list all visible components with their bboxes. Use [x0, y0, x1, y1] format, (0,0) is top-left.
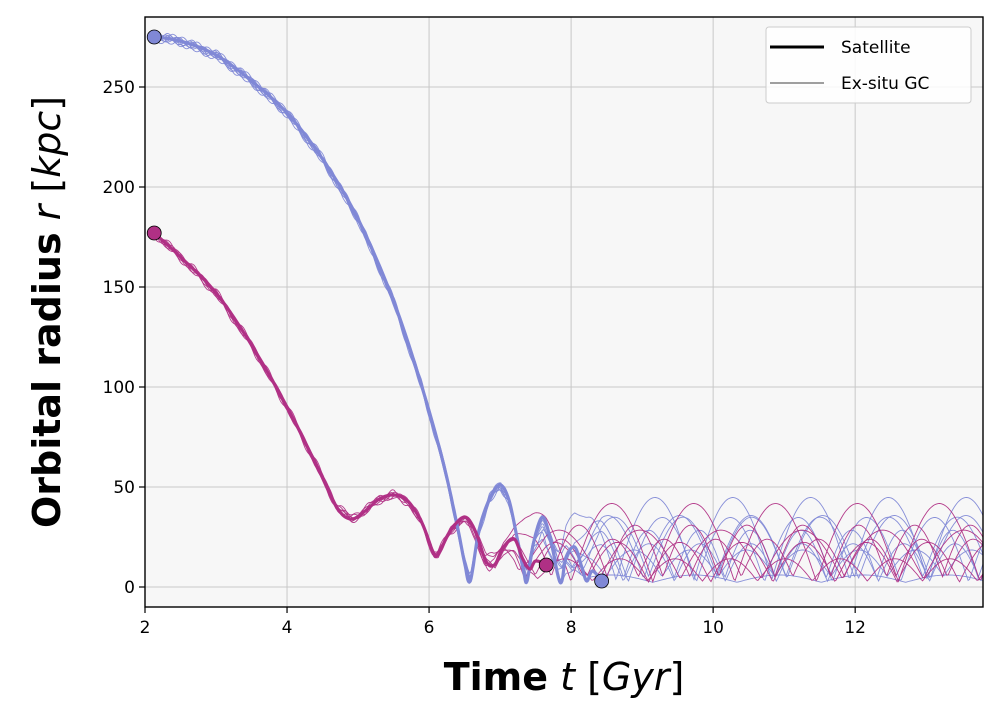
grid: [144, 17, 983, 607]
legend: Satellite Ex-situ GC: [765, 26, 972, 104]
y-tick-label: 100: [103, 378, 135, 398]
x-tick-label: 2: [140, 618, 151, 638]
x-tick-label: 10: [702, 618, 724, 638]
y-axis-title-var: r: [25, 202, 69, 220]
y-tick-label: 250: [103, 78, 135, 98]
x-axis-title-var: t: [560, 655, 577, 699]
x-axis-title: Time t [Gyr]: [444, 655, 685, 699]
satellite-curves: [153, 35, 603, 585]
satellite-curve: [154, 35, 603, 585]
y-axis-title: Orbital radius r [kpc]: [25, 96, 69, 528]
legend-satellite-label: Satellite: [841, 38, 911, 58]
satellite-start-marker: [146, 225, 162, 241]
x-tick-label: 8: [566, 618, 577, 638]
satellite-end-marker: [594, 573, 610, 589]
x-tick-label: 4: [282, 618, 293, 638]
plot-frame: [144, 16, 984, 608]
ex-situ-gc-curve: [153, 32, 983, 585]
satellite-markers: [146, 29, 610, 589]
satellite-curve: [153, 231, 548, 571]
y-tick-label: 200: [103, 178, 135, 198]
x-tick-label: 6: [424, 618, 435, 638]
y-tick-label: 0: [124, 578, 135, 598]
x-tick-label: 12: [844, 618, 866, 638]
y-tick-label: 50: [113, 478, 135, 498]
y-axis-title-bold: Orbital radius: [25, 232, 69, 528]
x-axis-title-bold: Time: [444, 655, 548, 699]
y-axis-title-unit: kpc: [25, 111, 69, 178]
ex-situ-gc-curve: [153, 229, 983, 579]
y-tick-label: 150: [103, 278, 135, 298]
axis-ticks: 2 4 6 8 10 12 0 50 100 150 200 250: [103, 78, 866, 638]
satellite-end-marker: [538, 557, 554, 573]
plot-background: [145, 17, 983, 607]
legend-gc-label: Ex-situ GC: [841, 74, 929, 94]
x-axis-title-unit: Gyr: [602, 655, 672, 699]
satellite-start-marker: [146, 29, 162, 45]
ex-situ-gc-curve: [154, 33, 983, 581]
